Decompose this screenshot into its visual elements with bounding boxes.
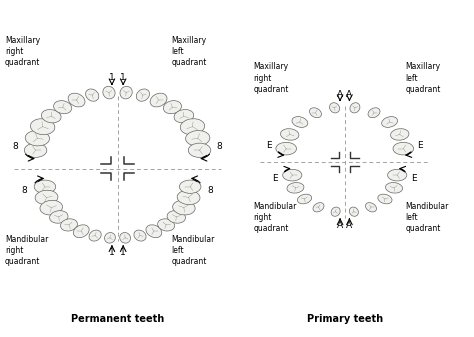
Ellipse shape xyxy=(167,211,185,223)
Ellipse shape xyxy=(388,169,407,181)
Ellipse shape xyxy=(179,180,201,193)
Text: Maxillary
right
quadrant: Maxillary right quadrant xyxy=(5,36,40,67)
Text: 8: 8 xyxy=(208,186,213,194)
Text: E: E xyxy=(266,141,272,150)
Ellipse shape xyxy=(276,142,297,155)
Ellipse shape xyxy=(349,207,358,216)
Ellipse shape xyxy=(378,194,392,204)
Text: A: A xyxy=(337,90,343,99)
Ellipse shape xyxy=(281,129,299,140)
Ellipse shape xyxy=(150,93,167,107)
Ellipse shape xyxy=(120,86,132,99)
Ellipse shape xyxy=(382,117,398,127)
Text: E: E xyxy=(417,141,423,150)
Ellipse shape xyxy=(391,129,409,140)
Text: 1: 1 xyxy=(120,248,126,257)
Ellipse shape xyxy=(329,103,339,113)
Text: 1: 1 xyxy=(120,73,126,82)
Text: 8: 8 xyxy=(22,186,27,194)
Ellipse shape xyxy=(313,203,324,212)
Ellipse shape xyxy=(50,211,68,223)
Ellipse shape xyxy=(365,203,376,212)
Ellipse shape xyxy=(86,89,99,101)
Ellipse shape xyxy=(177,190,200,205)
Ellipse shape xyxy=(134,230,146,241)
Text: 1: 1 xyxy=(109,248,115,257)
Text: E: E xyxy=(273,174,278,183)
Ellipse shape xyxy=(158,219,174,231)
Ellipse shape xyxy=(292,117,308,127)
Text: Maxillary
left
quadrant: Maxillary left quadrant xyxy=(406,62,441,94)
Text: A: A xyxy=(346,90,353,99)
Ellipse shape xyxy=(287,183,304,193)
Ellipse shape xyxy=(30,119,55,135)
Ellipse shape xyxy=(298,194,311,204)
Ellipse shape xyxy=(186,130,210,146)
Text: Mandibular
right
quadrant: Mandibular right quadrant xyxy=(5,235,48,266)
Text: Mandibular
left
quadrant: Mandibular left quadrant xyxy=(406,202,449,233)
Ellipse shape xyxy=(283,169,302,181)
Ellipse shape xyxy=(180,119,205,135)
Text: 8: 8 xyxy=(217,143,223,151)
Ellipse shape xyxy=(393,142,414,155)
Ellipse shape xyxy=(40,200,63,215)
Ellipse shape xyxy=(136,89,149,101)
Ellipse shape xyxy=(385,183,402,193)
Ellipse shape xyxy=(35,190,58,205)
Ellipse shape xyxy=(174,110,194,123)
Text: A: A xyxy=(346,220,353,229)
Ellipse shape xyxy=(103,86,115,99)
Text: 1: 1 xyxy=(109,73,115,82)
Text: A: A xyxy=(337,220,343,229)
Ellipse shape xyxy=(41,110,61,123)
Ellipse shape xyxy=(61,219,77,231)
Ellipse shape xyxy=(25,130,49,146)
Ellipse shape xyxy=(34,180,56,193)
Text: Primary teeth: Primary teeth xyxy=(307,314,383,324)
Text: Mandibular
right
quadrant: Mandibular right quadrant xyxy=(254,202,297,233)
Text: Maxillary
left
quadrant: Maxillary left quadrant xyxy=(172,36,207,67)
Text: Permanent teeth: Permanent teeth xyxy=(71,314,164,324)
Ellipse shape xyxy=(350,103,360,113)
Ellipse shape xyxy=(68,93,85,107)
Ellipse shape xyxy=(368,108,380,118)
Ellipse shape xyxy=(331,207,340,216)
Text: 8: 8 xyxy=(12,143,18,151)
Ellipse shape xyxy=(105,233,115,243)
Ellipse shape xyxy=(173,200,195,215)
Text: E: E xyxy=(411,174,417,183)
Ellipse shape xyxy=(24,143,47,157)
Ellipse shape xyxy=(188,143,211,157)
Ellipse shape xyxy=(89,230,101,241)
Text: Mandibular
left
quadrant: Mandibular left quadrant xyxy=(172,235,215,266)
Text: Maxillary
right
quadrant: Maxillary right quadrant xyxy=(254,62,289,94)
Ellipse shape xyxy=(54,101,72,114)
Ellipse shape xyxy=(310,108,321,118)
Ellipse shape xyxy=(164,101,182,114)
Ellipse shape xyxy=(73,225,89,238)
Ellipse shape xyxy=(120,233,130,243)
Ellipse shape xyxy=(146,225,162,238)
